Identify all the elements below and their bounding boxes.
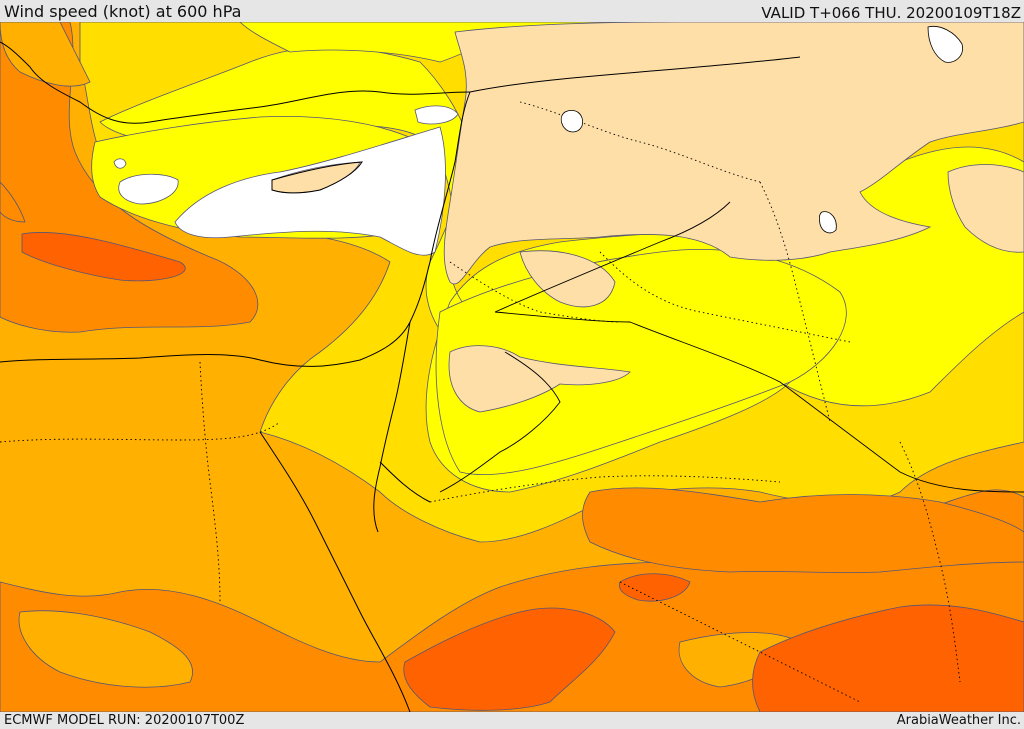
lake-persian-gulf	[819, 211, 837, 234]
wind-field-very-strong-west	[21, 231, 186, 282]
wind-field-calm-patch-2	[414, 105, 459, 125]
wind-field-light-jordan	[448, 345, 631, 413]
borders-solid	[439, 201, 1024, 493]
wind-field-strong-west-edge	[0, 181, 26, 223]
wind-field-calm-patch-3	[113, 158, 127, 169]
wind-field-strong-east	[582, 487, 1024, 573]
map-canvas	[0, 22, 1024, 712]
wind-field-very-strong-south	[403, 607, 616, 711]
wind-field-calm-patch-1	[118, 173, 179, 205]
map-header: Wind speed (knot) at 600 hPa VALID T+066…	[0, 0, 1024, 22]
wind-speed-map[interactable]	[0, 22, 1024, 712]
map-title: Wind speed (knot) at 600 hPa	[4, 2, 242, 21]
lake-caspian-edge	[927, 25, 963, 63]
valid-time: VALID T+066 THU. 20200109T18Z	[761, 4, 1021, 22]
wind-field-light-north	[443, 22, 1024, 285]
model-run-label: ECMWF MODEL RUN: 20200107T00Z	[4, 713, 245, 728]
wind-field-very-strong-southeast	[752, 604, 1024, 712]
wind-field-very-strong-south-small	[618, 573, 691, 602]
wind-field-low-central	[435, 249, 847, 475]
wind-field-light-syria	[519, 250, 616, 308]
wind-field-light-east	[947, 164, 1024, 253]
provider-credit: ArabiaWeather Inc.	[896, 713, 1021, 728]
lake-van	[560, 109, 583, 133]
borders	[0, 101, 961, 703]
wind-field-moderate-south-patch	[18, 610, 193, 688]
coastlines	[0, 41, 801, 712]
map-footer: ECMWF MODEL RUN: 20200107T00Z ArabiaWeat…	[0, 712, 1024, 729]
wind-field-moderate-nw	[0, 22, 91, 87]
